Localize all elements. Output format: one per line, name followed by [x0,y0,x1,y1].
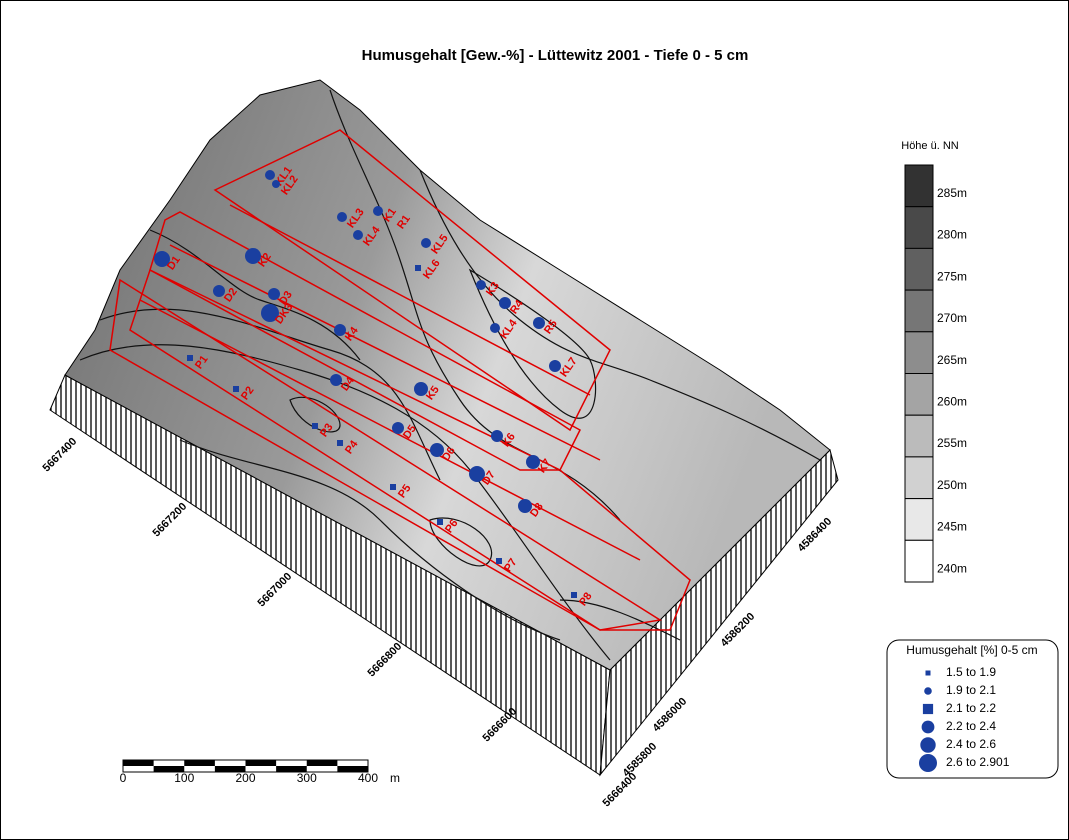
scale-label: 300 [297,771,317,785]
axis-label: 5666600 [481,706,520,745]
sample-point [415,265,421,271]
humus-symbol [919,754,937,772]
elevation-label: 265m [937,353,967,367]
sample-point [373,206,383,216]
axis-label: 5667400 [41,436,80,475]
scale-segment [184,760,215,766]
elevation-swatch [905,499,933,541]
humus-class: 2.4 to 2.6 [946,737,996,751]
elevation-label: 255m [937,436,967,450]
elevation-swatch [905,165,933,207]
scale-segment [307,760,338,766]
sample-point [390,484,396,490]
scale-label: 200 [235,771,255,785]
sample-point [265,170,275,180]
sample-point [490,323,500,333]
scale-segment [123,760,154,766]
sample-point [476,280,486,290]
axis-label: 5666800 [366,641,405,680]
elevation-label: 245m [937,520,967,534]
sample-point [421,238,431,248]
axis-label: 5667000 [256,571,295,610]
humus-legend-title: Humusgehalt [%] 0-5 cm [906,643,1037,657]
elevation-label: 270m [937,311,967,325]
humus-symbol [926,671,931,676]
elevation-legend-title: Höhe ü. NN [901,140,959,152]
sample-point [233,386,239,392]
elevation-swatch [905,540,933,582]
elevation-swatch [905,248,933,290]
scale-segment [246,760,277,766]
humus-symbol [924,687,932,695]
elevation-label: 285m [937,186,967,200]
elevation-label: 275m [937,269,967,283]
elevation-swatch [905,290,933,332]
elevation-swatch [905,207,933,249]
sample-point [496,558,502,564]
humus-symbol [923,704,933,714]
axis-label: 5666400 [601,771,640,810]
humus-class: 2.1 to 2.2 [946,701,996,715]
humus-class: 2.2 to 2.4 [946,719,996,733]
sample-point [187,355,193,361]
axis-label: 5667200 [151,501,190,540]
humus-symbol [922,721,935,734]
scale-unit: m [390,771,400,785]
elevation-swatch [905,332,933,374]
axis-label: 4585800 [621,741,660,780]
map: Humusgehalt [Gew.-%] - Lüttewitz 2001 - … [0,0,1069,840]
scale-label: 400 [358,771,378,785]
humus-class: 1.5 to 1.9 [946,665,996,679]
scale-label: 0 [120,771,127,785]
humus-class: 2.6 to 2.901 [946,755,1010,769]
elevation-swatch [905,374,933,416]
sample-point [337,440,343,446]
elevation-label: 240m [937,561,967,575]
scale-label: 100 [174,771,194,785]
elevation-swatch [905,457,933,499]
elevation-label: 260m [937,395,967,409]
sample-point [353,230,363,240]
humus-symbol [920,737,935,752]
title: Humusgehalt [Gew.-%] - Lüttewitz 2001 - … [362,47,749,64]
sample-point [337,212,347,222]
sample-point [571,592,577,598]
sample-point [437,519,443,525]
elevation-swatch [905,415,933,457]
elevation-label: 280m [937,228,967,242]
sample-point [312,423,318,429]
humus-class: 1.9 to 2.1 [946,683,996,697]
elevation-label: 250m [937,478,967,492]
sample-point [272,180,280,188]
